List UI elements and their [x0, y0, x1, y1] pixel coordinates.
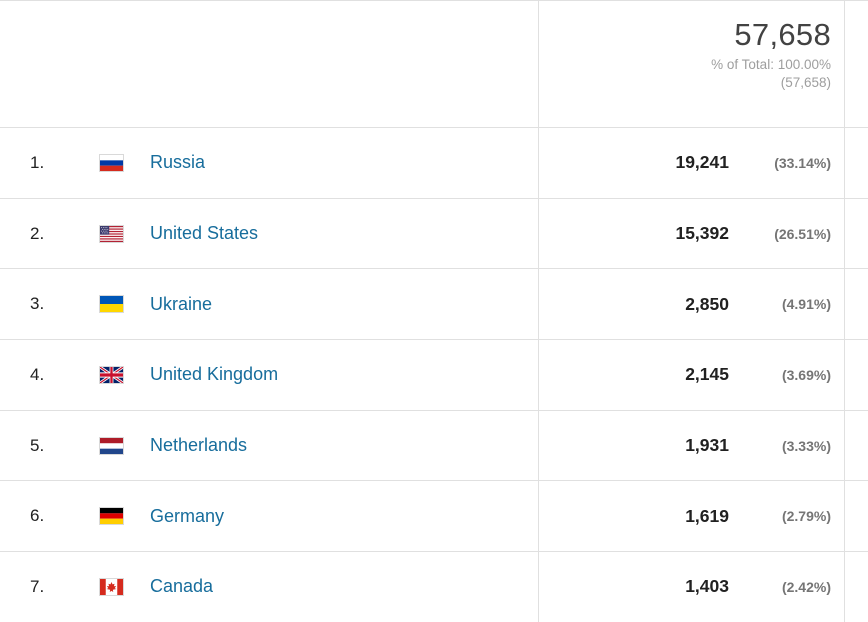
country-link-germany[interactable]: Germany — [150, 505, 225, 526]
table-row: 4. United Kingdom 2,145 (3.69%) — [0, 340, 868, 411]
country-cell: 4. United Kingdom — [0, 340, 538, 410]
next-column-sliver — [845, 128, 868, 198]
ukraine-flag-icon — [100, 296, 123, 313]
country-cell: 3. Ukraine — [0, 269, 538, 339]
sessions-percent: (33.14%) — [774, 154, 831, 171]
next-column-sliver — [845, 481, 868, 551]
sessions-value: 1,403 — [685, 576, 729, 597]
country-link-ukraine[interactable]: Ukraine — [150, 293, 213, 314]
united-states-flag-icon — [100, 225, 123, 242]
netherlands-flag-icon — [100, 437, 123, 454]
table-row: 2. — [0, 198, 868, 270]
sessions-percent: (3.33%) — [781, 437, 831, 454]
sessions-cell: 2,145 (3.69%) — [538, 340, 845, 410]
sessions-percent: (2.79%) — [781, 508, 831, 525]
table-row: 1. Russia 19,241 (33.14%) — [0, 128, 868, 199]
russia-flag-icon — [100, 154, 123, 171]
germany-flag-icon — [100, 508, 123, 525]
table-header-row: 57,658 % of Total: 100.00% (57,658) — [0, 1, 868, 128]
sessions-cell: 1,619 (2.79%) — [538, 481, 845, 552]
row-rank: 5. — [30, 435, 45, 455]
country-link-canada[interactable]: Canada — [150, 576, 214, 597]
country-cell: 6. Germany — [0, 481, 538, 551]
sessions-value: 1,619 — [685, 505, 729, 526]
row-rank: 7. — [30, 576, 45, 596]
sessions-value: 19,241 — [675, 152, 729, 173]
country-link-united-kingdom[interactable]: United Kingdom — [150, 364, 279, 385]
sessions-percent: (4.91%) — [781, 296, 831, 313]
canada-flag-icon — [100, 578, 123, 595]
next-column-sliver — [845, 269, 868, 339]
sessions-total: 57,658 — [734, 17, 831, 52]
sessions-percent: (3.69%) — [781, 366, 831, 383]
country-cell: 1. Russia — [0, 128, 538, 198]
sessions-value: 15,392 — [675, 223, 729, 244]
sessions-percent-of-total: % of Total: 100.00% (57,658) — [539, 56, 831, 92]
percent-of-total-line: % of Total: 100.00% — [711, 56, 831, 72]
sessions-value: 1,931 — [685, 435, 729, 456]
sessions-cell: 1,931 (3.33%) — [538, 410, 845, 481]
country-link-netherlands[interactable]: Netherlands — [150, 435, 248, 456]
sessions-cell: 15,392 (26.51%) — [538, 198, 845, 269]
next-column-sliver — [845, 411, 868, 481]
sessions-cell: 1,403 (2.42%) — [538, 552, 845, 622]
sessions-value: 2,145 — [685, 364, 729, 385]
sessions-value: 2,850 — [685, 293, 729, 314]
table-row: 7. Canada 1,403 (2.42%) — [0, 552, 868, 622]
header-sessions-total-cell: 57,658 % of Total: 100.00% (57,658) — [538, 1, 845, 127]
country-cell: 5. Netherlands — [0, 411, 538, 481]
table-row: 6. Germany 1,619 (2.79%) — [0, 481, 868, 553]
table-row: 3. Ukraine 2,850 (4.91%) — [0, 269, 868, 341]
next-column-sliver — [845, 340, 868, 410]
sessions-cell: 2,850 (4.91%) — [538, 269, 845, 340]
sessions-percent: (26.51%) — [774, 225, 831, 242]
row-rank: 2. — [30, 223, 45, 243]
united-kingdom-flag-icon — [100, 366, 123, 383]
row-rank: 1. — [30, 152, 45, 172]
row-rank: 6. — [30, 506, 45, 526]
header-next-column-sliver — [845, 1, 868, 127]
country-link-russia[interactable]: Russia — [150, 152, 206, 173]
country-cell: 7. Canada — [0, 552, 538, 622]
sessions-cell: 19,241 (33.14%) — [538, 128, 845, 198]
table-row: 5. Netherlands 1,931 (3.33%) — [0, 410, 868, 482]
next-column-sliver — [845, 199, 868, 269]
total-parenthetical-line: (57,658) — [780, 74, 831, 90]
country-link-united-states[interactable]: United States — [150, 223, 259, 244]
row-rank: 4. — [30, 364, 45, 384]
row-rank: 3. — [30, 294, 45, 314]
sessions-percent: (2.42%) — [781, 578, 831, 595]
next-column-sliver — [845, 552, 868, 622]
country-cell: 2. — [0, 199, 538, 269]
header-country-cell — [0, 1, 538, 127]
